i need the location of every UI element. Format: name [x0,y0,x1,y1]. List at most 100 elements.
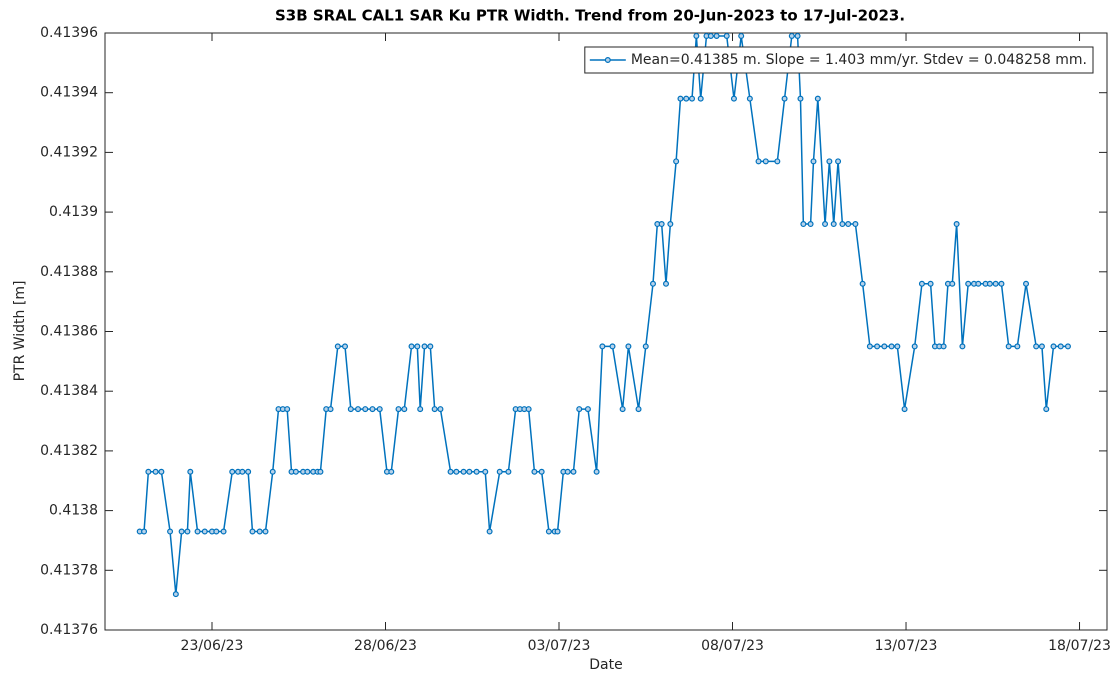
data-point [531,468,538,475]
data-point [158,468,165,475]
legend-marker [604,56,611,63]
data-point [730,95,737,102]
data-point [888,343,895,350]
data-point [505,468,512,475]
data-point [187,468,194,475]
data-point [949,280,956,287]
data-point [965,280,972,287]
data-point [839,221,846,228]
data-point [874,343,881,350]
data-point [998,280,1005,287]
y-tick-label: 0.41386 [40,324,98,340]
data-point [1057,343,1064,350]
data-point [178,528,185,535]
data-point [755,158,762,165]
data-point [986,280,993,287]
data-point [256,528,263,535]
data-point [713,32,720,39]
data-point [388,468,395,475]
data-point [635,406,642,413]
data-point [317,468,324,475]
legend-box [584,46,1094,74]
data-point [327,406,334,413]
data-point [417,406,424,413]
data-point [667,221,674,228]
data-point [570,468,577,475]
data-point [414,343,421,350]
data-point [538,468,545,475]
data-point [845,221,852,228]
data-point [269,468,276,475]
data-point [482,468,489,475]
data-point [401,406,408,413]
data-point [342,343,349,350]
data-point [810,158,817,165]
data-point [800,221,807,228]
data-point [826,158,833,165]
data-point [1064,343,1071,350]
data-point [431,406,438,413]
data-point [593,468,600,475]
data-point [663,280,670,287]
data-point [697,95,704,102]
data-point [395,406,402,413]
data-point [894,343,901,350]
data-point [486,528,493,535]
data-point [1014,343,1021,350]
x-tick-label: 23/06/23 [181,638,244,654]
data-point [683,95,690,102]
x-tick-label: 28/06/23 [354,638,417,654]
data-point [911,343,918,350]
data-point [229,468,236,475]
data-point [852,221,859,228]
y-tick-label: 0.4139 [49,204,98,220]
data-point [167,528,174,535]
data-point [918,280,925,287]
data-point [940,343,947,350]
data-point [184,528,191,535]
data-point [953,221,960,228]
legend-label: Mean=0.41385 m. Slope = 1.403 mm/yr. Std… [631,52,1087,68]
data-point [774,158,781,165]
data-point [859,280,866,287]
data-point [369,406,376,413]
y-tick-label: 0.41392 [40,144,98,160]
y-tick-label: 0.41378 [40,562,98,578]
data-point [1023,280,1030,287]
data-point [525,406,532,413]
x-axis-label: Date [589,657,622,673]
data-point [642,343,649,350]
data-point [689,95,696,102]
data-point [797,95,804,102]
data-point [693,32,700,39]
data-point [220,528,227,535]
data-point [1033,343,1040,350]
data-point [992,280,999,287]
chart-title: S3B SRAL CAL1 SAR Ku PTR Width. Trend fr… [275,7,905,25]
x-tick-label: 18/07/23 [1048,638,1111,654]
y-tick-label: 0.41394 [40,85,98,101]
data-point [609,343,616,350]
data-point [466,468,473,475]
data-point [576,406,583,413]
data-point [738,32,745,39]
data-point [807,221,814,228]
data-point [141,528,148,535]
data-point [213,528,220,535]
x-tick-label: 13/07/23 [875,638,938,654]
y-tick-label: 0.41396 [40,25,98,41]
data-point [927,280,934,287]
data-point [781,95,788,102]
data-point [1043,406,1050,413]
data-point [619,406,626,413]
x-tick-label: 03/07/23 [528,638,591,654]
data-point [554,528,561,535]
data-point [347,406,354,413]
data-point [746,95,753,102]
data-point [723,32,730,39]
data-point [145,468,152,475]
data-point [427,343,434,350]
data-point [881,343,888,350]
